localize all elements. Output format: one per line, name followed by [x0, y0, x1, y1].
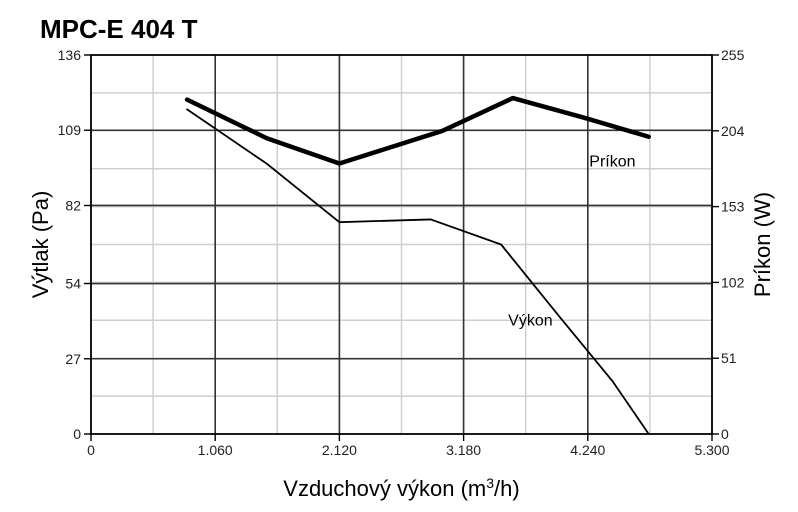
- y-right-tick-label: 0: [721, 426, 729, 442]
- y-left-tick-label: 82: [65, 197, 81, 213]
- y-right-tick-label: 153: [721, 199, 745, 215]
- y-left-tick-label: 136: [58, 47, 82, 63]
- x-tick-label: 4.240: [570, 442, 605, 458]
- y-right-tick-label: 204: [721, 123, 745, 139]
- x-tick-label: 3.180: [446, 442, 481, 458]
- series-label-vykon: Výkon: [508, 312, 552, 329]
- y-left-tick-label: 54: [65, 276, 81, 292]
- y-right-tick-label: 51: [721, 350, 737, 366]
- axis-ticks: 0 1.060 2.120 3.180 4.240 5.30002754821091360…: [58, 47, 745, 458]
- axis-labels: Vzduchový výkon (m3/h) Výtlak (Pa) Príko…: [28, 191, 775, 501]
- x-axis-label: Vzduchový výkon (m3/h): [283, 475, 519, 501]
- x-tick-label: 5.300: [694, 442, 729, 458]
- y-axis-left-label: Výtlak (Pa): [28, 191, 53, 299]
- y-right-tick-label: 255: [721, 47, 745, 63]
- series-line-vykon: [186, 108, 650, 435]
- chart-title: MPC-E 404 T: [40, 14, 198, 44]
- y-right-tick-label: 102: [721, 274, 745, 290]
- series-layer: Výkon Príkon: [184, 95, 651, 435]
- y-axis-right-label: Príkon (W): [750, 192, 775, 297]
- x-tick-label: 0: [87, 442, 95, 458]
- series-line-prikon: [184, 95, 651, 166]
- y-left-tick-label: 27: [65, 351, 81, 367]
- plot-frame: [90, 54, 713, 435]
- x-tick-label: 2.120: [322, 442, 357, 458]
- y-left-tick-label: 0: [73, 426, 81, 442]
- y-left-tick-label: 109: [58, 122, 82, 138]
- minor-grid: [90, 54, 713, 435]
- series-label-prikon: Príkon: [589, 153, 635, 170]
- x-tick-label: 1.060: [198, 442, 233, 458]
